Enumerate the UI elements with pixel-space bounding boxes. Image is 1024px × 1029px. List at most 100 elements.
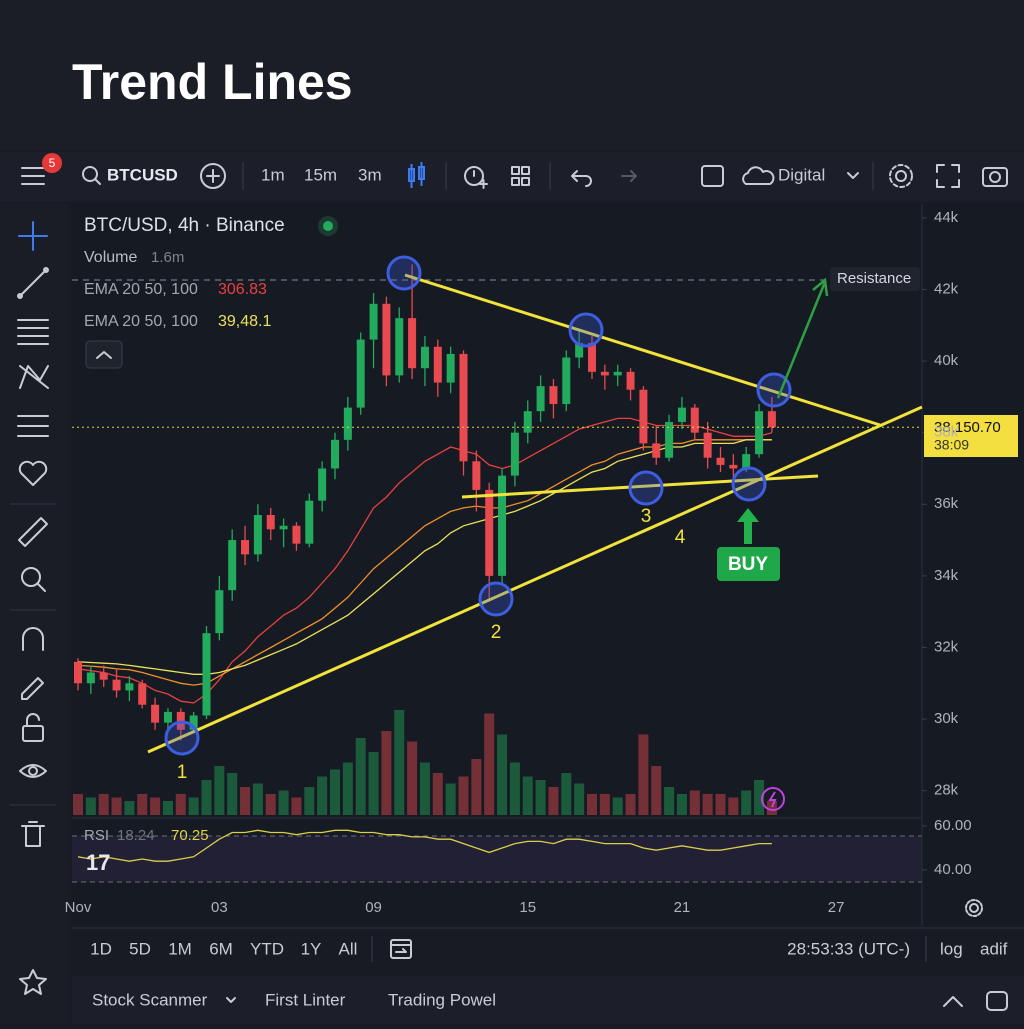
candle-body [433, 346, 442, 383]
interval[interactable]: 15m [304, 165, 337, 184]
volume-bar [612, 797, 623, 815]
candle-body [395, 318, 404, 376]
trend-lines [147, 273, 923, 754]
candle-body [369, 303, 378, 340]
interval[interactable]: 1m [261, 165, 285, 184]
volume-bar [175, 794, 186, 815]
candle-body [498, 475, 507, 576]
candle-body [459, 353, 468, 462]
volume-bar [651, 766, 662, 815]
buy-box [717, 547, 780, 581]
volume-bar [214, 766, 225, 815]
rsi-value: 18.24 [117, 827, 155, 844]
layout-icon[interactable] [511, 166, 530, 186]
candle-body [626, 371, 635, 390]
range-button[interactable]: 5D [129, 939, 151, 958]
range-button[interactable]: YTD [250, 939, 284, 958]
volume-bar [471, 759, 482, 815]
log-toggle[interactable]: log [940, 939, 963, 958]
candle-icon[interactable] [408, 162, 425, 188]
point-label: 2 [491, 622, 502, 643]
menu-icon[interactable] [21, 167, 45, 185]
axis-settings-icon[interactable] [965, 899, 983, 917]
y-tick-label: 36k [934, 495, 959, 512]
candle-body [215, 590, 224, 634]
price-tag [924, 415, 1018, 457]
volume-bar [522, 776, 533, 815]
volume-bar [98, 794, 109, 815]
collapse-button[interactable] [85, 340, 123, 369]
range-button[interactable]: All [339, 939, 358, 958]
range-button[interactable]: 1Y [301, 939, 322, 958]
x-tick-label: 21 [674, 899, 691, 916]
redo-icon[interactable] [621, 170, 637, 182]
resistance-label: Resistance [837, 270, 911, 287]
tab[interactable]: Trading Powel [388, 990, 496, 1009]
point-label: 4 [675, 527, 686, 548]
candle-body [485, 489, 494, 576]
expand-icon[interactable] [943, 996, 963, 1007]
camera-icon[interactable] [982, 167, 1008, 187]
lightning-icon[interactable] [761, 787, 785, 811]
volume-bar [304, 787, 315, 815]
candle-body [331, 439, 339, 469]
legend-title: BTC/USD, 4h · Binance [84, 215, 285, 236]
y-tick-label: 30k [934, 710, 959, 727]
candle-body [613, 371, 622, 376]
volume-bar [407, 741, 418, 815]
candle-body [677, 407, 686, 422]
candle-body [703, 432, 712, 458]
volume-label: Volume [84, 249, 137, 266]
volume-bar [497, 734, 508, 815]
goto-date-icon[interactable] [390, 939, 412, 959]
tab[interactable]: Stock Scanmer [92, 990, 208, 1009]
status-dot [323, 221, 333, 231]
search-icon[interactable] [82, 166, 101, 185]
alert-icon[interactable] [464, 166, 488, 189]
undo-icon[interactable] [571, 170, 592, 187]
candle-body [742, 454, 751, 469]
chart-style[interactable]: Digital [778, 165, 825, 184]
y-tick-label: 38k [934, 424, 959, 441]
volume-bar [702, 794, 713, 815]
volume-bar [664, 787, 675, 815]
tab[interactable]: First Linter [265, 990, 346, 1009]
range-button[interactable]: 1D [90, 939, 112, 958]
candle-body [652, 443, 661, 458]
lightning-glyph [768, 791, 777, 808]
candle-body [125, 683, 134, 691]
candle-body [228, 540, 237, 591]
auto-toggle[interactable]: adif [980, 939, 1008, 958]
cloud-icon[interactable] [742, 166, 775, 185]
range-bar [72, 928, 1024, 970]
fullscreen-icon[interactable] [936, 164, 960, 188]
interval[interactable]: 3m [358, 165, 382, 184]
header-bg [0, 0, 1024, 150]
add-icon[interactable] [200, 163, 226, 189]
dropdown-icon[interactable] [847, 172, 859, 179]
range-button[interactable]: 1M [168, 939, 192, 958]
settings-icon[interactable] [889, 164, 913, 188]
candle-body [588, 343, 596, 372]
volume-bar [561, 773, 572, 815]
symbol[interactable]: BTCUSD [107, 165, 178, 184]
sidebar-tools[interactable] [17, 221, 49, 995]
maximize-icon[interactable] [986, 991, 1008, 1011]
candle-body [74, 661, 82, 684]
range-button[interactable]: 6M [209, 939, 233, 958]
candle-body [163, 711, 172, 723]
candle-body [575, 343, 584, 358]
point-label: 1 [177, 762, 188, 783]
tab-dropdown[interactable] [226, 997, 236, 1003]
candle-body [292, 525, 301, 544]
candle-body [716, 457, 725, 465]
frame-icon[interactable] [701, 165, 724, 187]
candle-body [189, 715, 198, 730]
rsi-label: RSI [84, 827, 109, 844]
volume-bar [381, 731, 392, 815]
y-tick-label: 32k [934, 638, 959, 655]
candle-body [755, 411, 764, 455]
candle-body [318, 468, 327, 501]
candle-body [356, 339, 365, 408]
